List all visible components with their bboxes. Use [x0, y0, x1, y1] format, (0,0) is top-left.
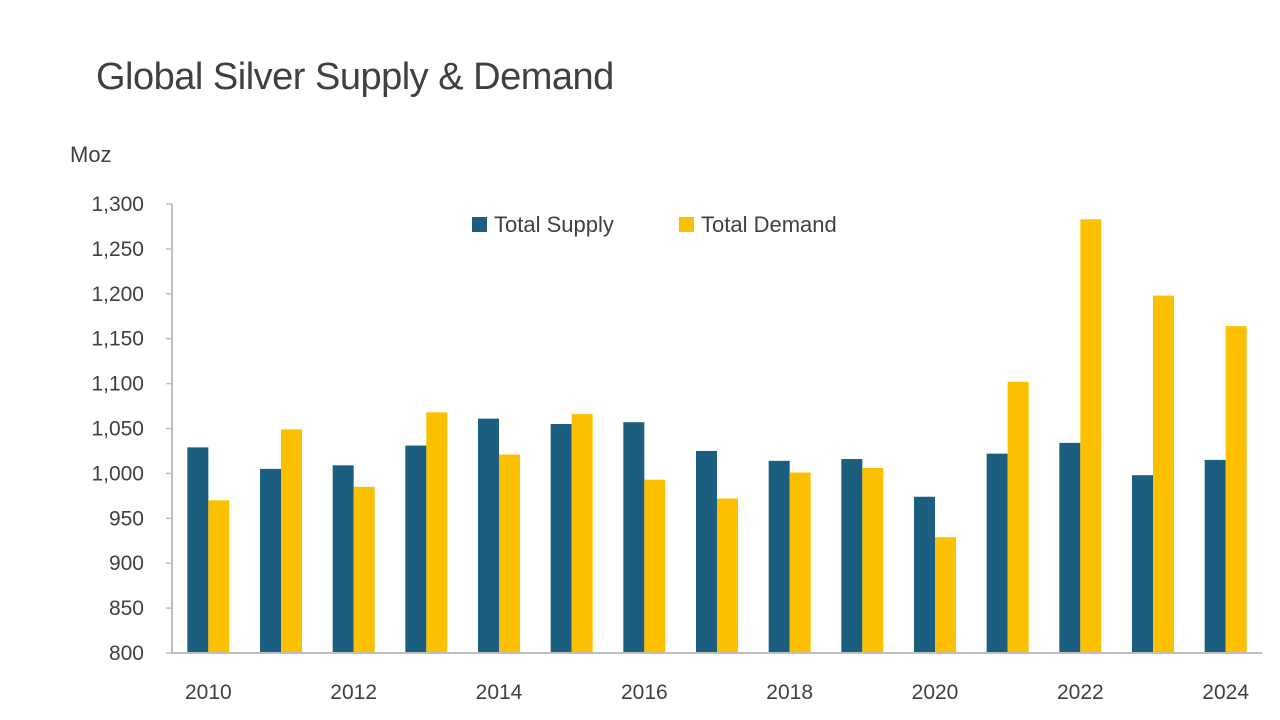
- y-tick-label: 800: [109, 642, 144, 665]
- y-tick-label: 1,200: [91, 283, 144, 306]
- bar-total-demand-2013: [426, 412, 448, 653]
- y-tick-label: 850: [109, 597, 144, 620]
- legend-swatch: [679, 217, 694, 232]
- x-axis-ticks: 2010 2012 2014 2016 2018 2020 2022 2024: [185, 681, 1249, 704]
- x-tick-label: 2020: [912, 681, 959, 704]
- x-tick-label: 2016: [621, 681, 668, 704]
- bar-total-supply-2010: [187, 447, 209, 653]
- x-tick-label: 2018: [766, 681, 813, 704]
- bar-total-demand-2022: [1080, 219, 1102, 654]
- bar-total-demand-2021: [1007, 381, 1029, 653]
- bar-total-supply-2023: [1132, 475, 1153, 653]
- y-tick-label: 950: [109, 507, 144, 530]
- bar-total-demand-2010: [208, 500, 230, 653]
- legend-swatch: [472, 217, 487, 232]
- bar-total-demand-2024: [1225, 326, 1247, 653]
- bar-total-supply-2012: [332, 465, 354, 653]
- bar-total-supply-2022: [1059, 442, 1081, 653]
- bar-total-supply-2021: [986, 453, 1008, 653]
- bar-total-demand-2015: [571, 414, 593, 653]
- bar-total-demand-2019: [862, 468, 884, 653]
- bar-total-supply-2011: [260, 468, 281, 653]
- bar-total-demand-2012: [353, 486, 375, 653]
- y-tick-label: 1,300: [91, 193, 144, 216]
- bar-total-supply-2013: [405, 445, 427, 653]
- legend-label: Total Demand: [701, 212, 837, 237]
- bar-total-demand-2014: [499, 454, 520, 653]
- legend-label: Total Supply: [494, 212, 614, 237]
- bar-total-demand-2020: [935, 537, 956, 653]
- y-tick-label: 1,100: [91, 373, 144, 396]
- bar-total-demand-2023: [1153, 295, 1174, 653]
- bar-total-supply-2024: [1204, 459, 1226, 653]
- bar-total-supply-2017: [696, 450, 717, 653]
- x-tick-label: 2024: [1202, 681, 1249, 704]
- bar-total-demand-2017: [717, 498, 738, 653]
- x-tick-label: 2012: [330, 681, 377, 704]
- bar-total-demand-2011: [281, 429, 302, 653]
- bar-total-demand-2016: [644, 479, 666, 653]
- chart-title: Global Silver Supply & Demand: [96, 56, 614, 98]
- bar-total-supply-2019: [841, 459, 863, 653]
- bar-total-supply-2018: [768, 460, 790, 653]
- x-tick-label: 2014: [476, 681, 523, 704]
- y-tick-label: 900: [109, 552, 144, 575]
- y-axis-unit-label: Moz: [70, 142, 112, 167]
- bar-total-demand-2018: [789, 472, 811, 653]
- bar-total-supply-2016: [623, 422, 645, 653]
- bar-total-supply-2014: [478, 418, 499, 653]
- bars-group: [187, 219, 1247, 654]
- bar-total-supply-2015: [550, 424, 572, 653]
- bar-total-supply-2020: [914, 496, 935, 653]
- y-tick-label: 1,050: [91, 418, 144, 441]
- y-tick-label: 1,250: [91, 238, 144, 261]
- y-tick-label: 1,150: [91, 328, 144, 351]
- x-tick-label: 2010: [185, 681, 232, 704]
- axes: [171, 204, 1262, 654]
- y-tick-label: 1,000: [91, 462, 144, 485]
- y-axis-ticks: 800 850 900 950 1,000 1,050 1,100 1,150 1,200 1,2…: [91, 193, 172, 665]
- legend: Total Supply Total Demand: [472, 212, 837, 237]
- x-tick-label: 2022: [1057, 681, 1104, 704]
